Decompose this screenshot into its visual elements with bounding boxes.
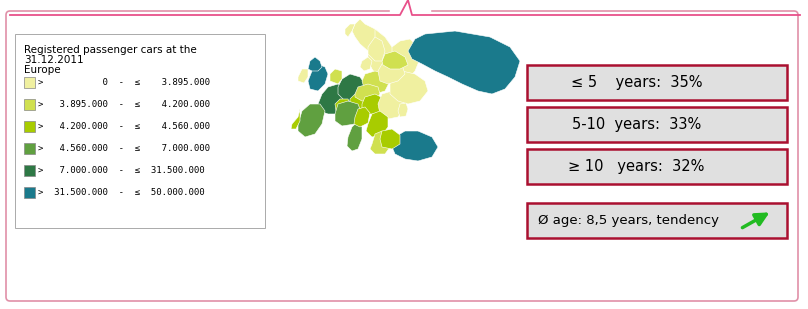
Polygon shape (354, 107, 370, 127)
Text: >   4.200.000  -  ≤    4.560.000: > 4.200.000 - ≤ 4.560.000 (38, 122, 210, 131)
Text: >  31.500.000  -  ≤  50.000.000: > 31.500.000 - ≤ 50.000.000 (38, 188, 204, 197)
Polygon shape (362, 71, 390, 94)
Polygon shape (347, 121, 362, 151)
Polygon shape (390, 71, 428, 104)
Polygon shape (338, 74, 365, 101)
Polygon shape (370, 131, 390, 154)
Polygon shape (350, 94, 372, 109)
Bar (24, 77, 35, 88)
Polygon shape (345, 24, 355, 37)
FancyBboxPatch shape (15, 34, 265, 228)
Text: >   3.895.000  -  ≤    4.200.000: > 3.895.000 - ≤ 4.200.000 (38, 100, 210, 109)
Polygon shape (378, 61, 405, 84)
FancyBboxPatch shape (527, 107, 787, 142)
Polygon shape (368, 37, 385, 61)
Polygon shape (408, 31, 520, 94)
Polygon shape (392, 131, 438, 161)
Text: 31.12.2011: 31.12.2011 (24, 55, 83, 65)
FancyBboxPatch shape (527, 65, 787, 100)
Polygon shape (308, 64, 328, 91)
Text: >   7.000.000  -  ≤  31.500.000: > 7.000.000 - ≤ 31.500.000 (38, 166, 204, 175)
Text: Ø age: 8,5 years, tendency: Ø age: 8,5 years, tendency (538, 214, 719, 227)
Bar (24, 165, 35, 176)
Polygon shape (308, 57, 322, 71)
Polygon shape (360, 57, 372, 71)
Text: ≤ 5    years:  35%: ≤ 5 years: 35% (570, 75, 702, 90)
Polygon shape (298, 104, 325, 137)
Polygon shape (366, 111, 388, 137)
Bar (24, 121, 35, 132)
Polygon shape (335, 101, 362, 126)
Text: >           0  -  ≤    3.895.000: > 0 - ≤ 3.895.000 (38, 78, 210, 87)
Polygon shape (382, 51, 408, 69)
Text: 5-10  years:  33%: 5-10 years: 33% (572, 117, 701, 132)
Text: >   4.560.000  -  ≤    7.000.000: > 4.560.000 - ≤ 7.000.000 (38, 144, 210, 153)
Bar (24, 143, 35, 154)
Polygon shape (335, 99, 350, 111)
Polygon shape (378, 91, 405, 119)
Polygon shape (368, 29, 395, 79)
FancyBboxPatch shape (6, 11, 798, 301)
Polygon shape (380, 129, 400, 149)
FancyBboxPatch shape (527, 149, 787, 184)
Polygon shape (291, 109, 300, 129)
Bar (24, 99, 35, 110)
Text: Europe: Europe (24, 65, 61, 75)
Polygon shape (298, 69, 308, 83)
Bar (24, 187, 35, 198)
Polygon shape (318, 84, 352, 114)
Polygon shape (398, 103, 408, 117)
Polygon shape (390, 39, 420, 81)
FancyBboxPatch shape (527, 203, 787, 238)
Polygon shape (330, 69, 342, 84)
Text: Registered passenger cars at the: Registered passenger cars at the (24, 45, 197, 55)
Polygon shape (355, 84, 380, 101)
Text: ≥ 10   years:  32%: ≥ 10 years: 32% (568, 159, 705, 174)
Polygon shape (352, 19, 390, 61)
Polygon shape (362, 94, 385, 114)
